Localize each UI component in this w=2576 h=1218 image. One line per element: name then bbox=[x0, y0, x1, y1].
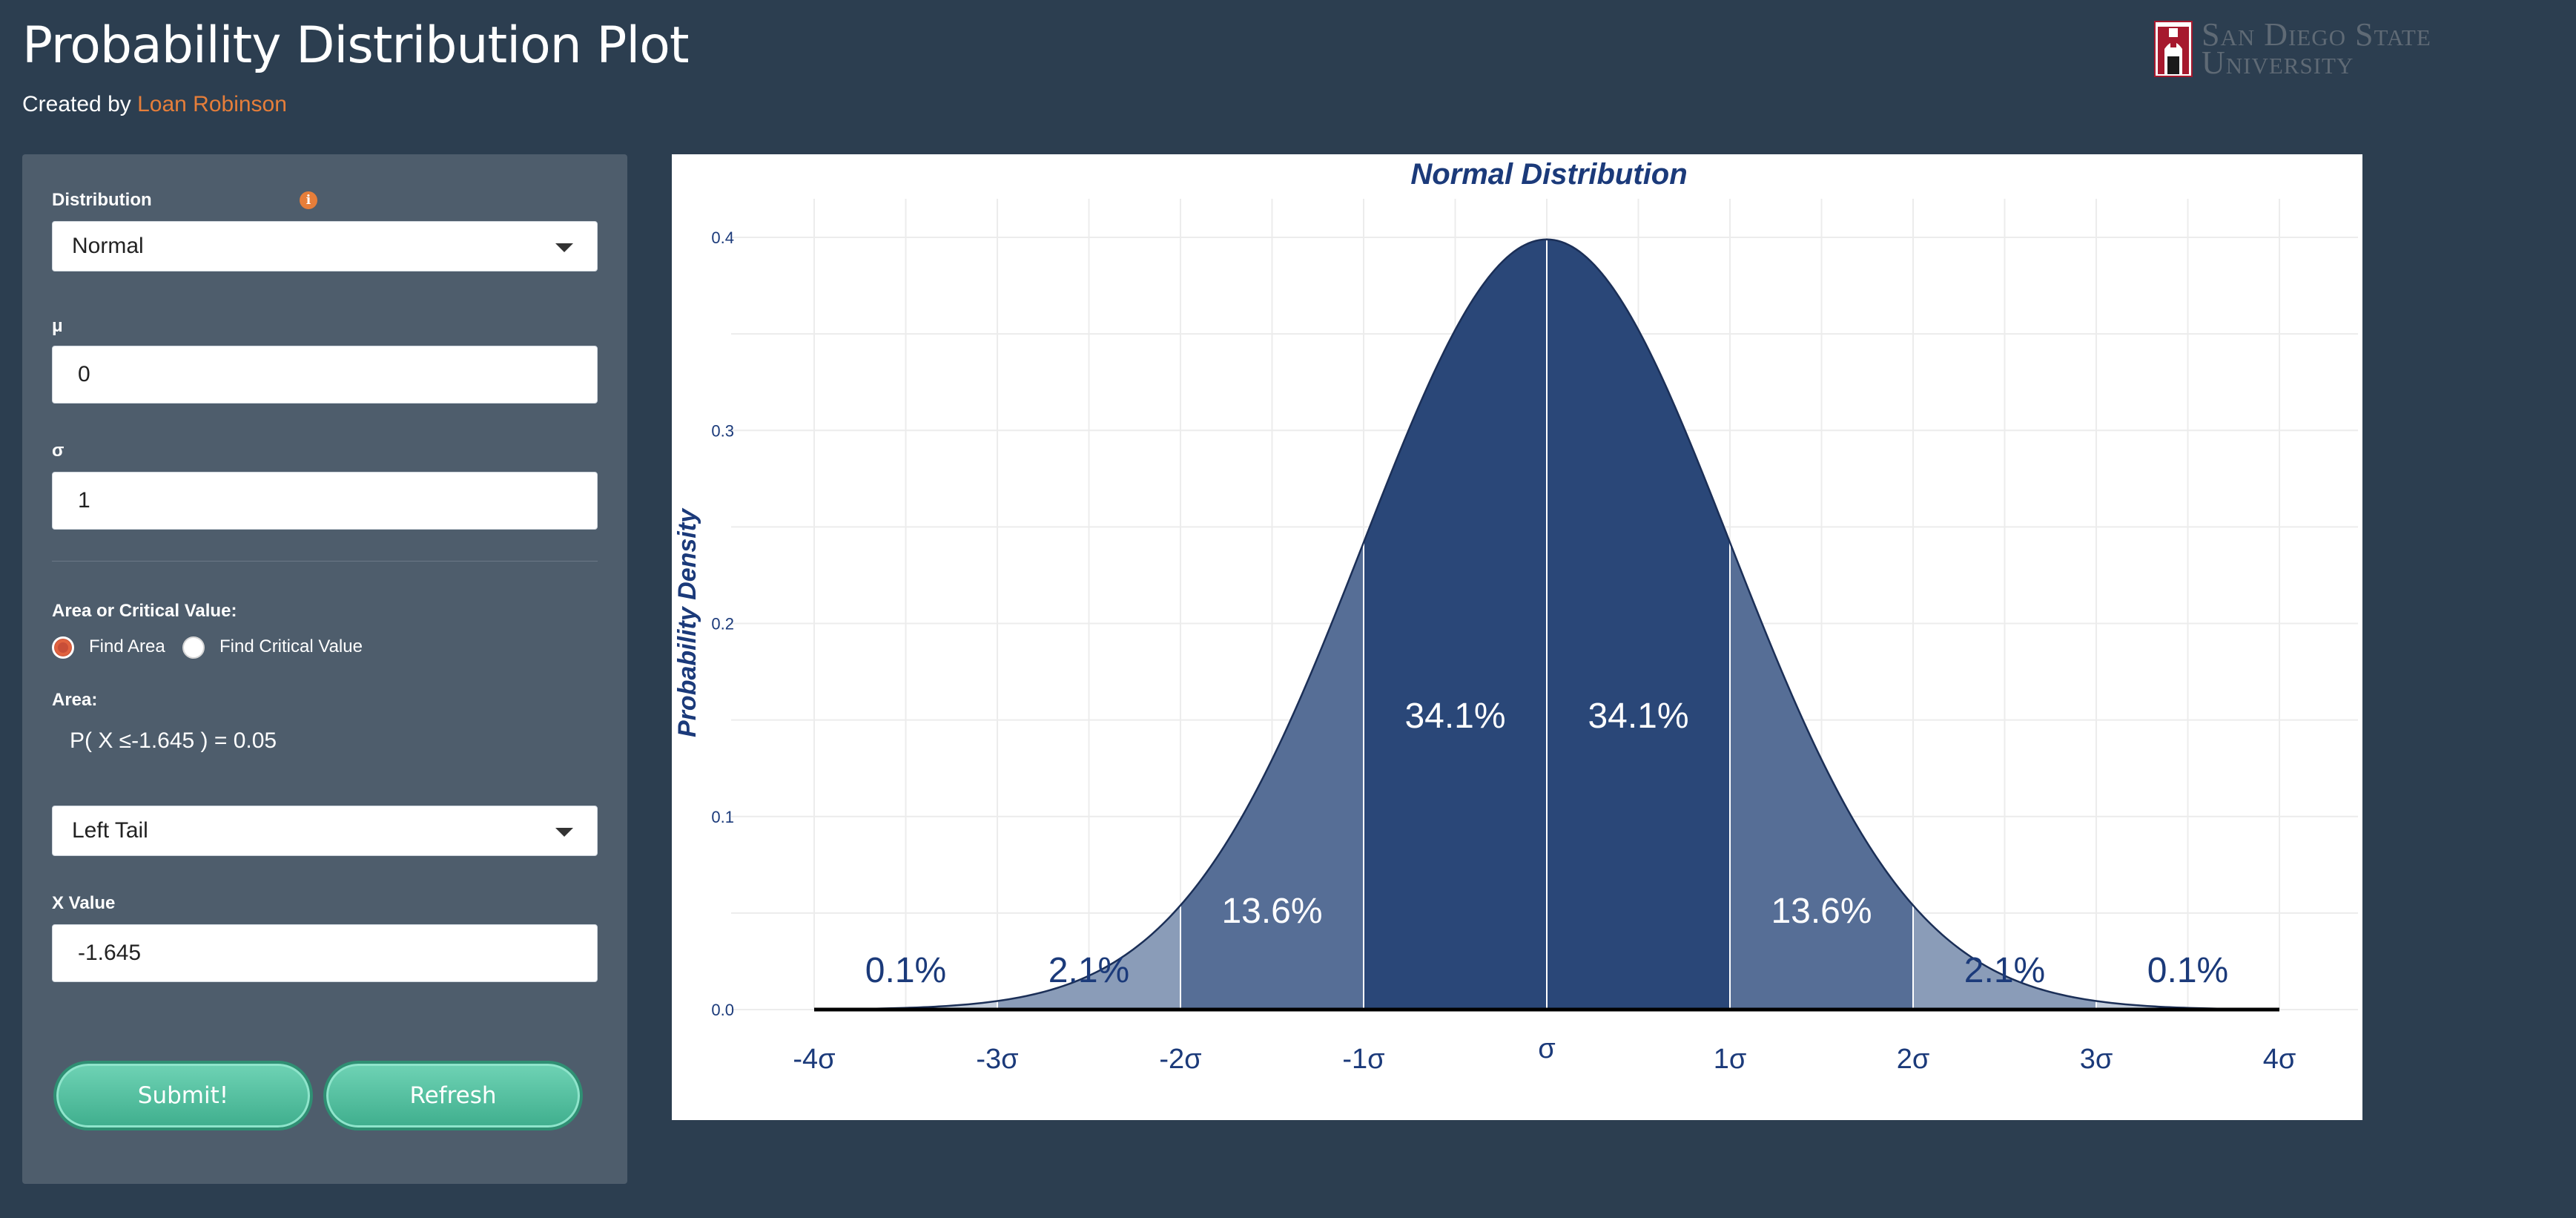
area-region bbox=[1913, 905, 2096, 1010]
x-tick-label: -4σ bbox=[793, 1044, 835, 1075]
percent-label: 34.1% bbox=[1588, 697, 1688, 736]
mode-label: Area or Critical Value: bbox=[52, 601, 237, 621]
radio-find-critical-value-label[interactable]: Find Critical Value bbox=[219, 636, 363, 656]
tail-select[interactable]: Left Tail bbox=[52, 806, 598, 856]
university-logo: San Diego State University bbox=[2154, 19, 2466, 79]
radio-find-critical-value[interactable] bbox=[182, 636, 205, 659]
app-title: Probability Distribution Plot bbox=[22, 16, 690, 75]
density-curve bbox=[813, 238, 2280, 1010]
radio-find-area-label[interactable]: Find Area bbox=[89, 636, 165, 656]
x-tick-label: 2σ bbox=[1897, 1044, 1930, 1075]
info-icon[interactable]: i bbox=[300, 191, 317, 209]
area-result: P( X ≤-1.645 ) = 0.05 bbox=[70, 728, 277, 753]
refresh-button[interactable]: Refresh bbox=[323, 1061, 583, 1130]
percent-label: 0.1% bbox=[865, 951, 946, 990]
percent-label: 13.6% bbox=[1221, 892, 1322, 931]
area-label: Area: bbox=[52, 690, 98, 710]
percent-label: 34.1% bbox=[1404, 697, 1505, 736]
percent-label: 2.1% bbox=[1048, 951, 1129, 990]
distribution-select-value: Normal bbox=[72, 234, 144, 258]
percent-label: 13.6% bbox=[1771, 892, 1872, 931]
x-tick-label: -1σ bbox=[1342, 1044, 1384, 1075]
distribution-plot: 0.1% 2.1% 13.6% 34.1% 34.1% 13.6% 2.1% 0.1% 0.0 0… bbox=[672, 154, 2362, 1120]
y-axis-label: Probability Density bbox=[673, 507, 701, 737]
distribution-select[interactable]: Normal bbox=[52, 221, 598, 271]
tail-select-value: Left Tail bbox=[72, 818, 148, 843]
distribution-label: Distribution bbox=[52, 190, 152, 210]
x-tick-label: -2σ bbox=[1159, 1044, 1201, 1075]
chart-title: Normal Distribution bbox=[1410, 158, 1687, 191]
x-tick-label: -3σ bbox=[976, 1044, 1018, 1075]
byline-prefix: Created by bbox=[22, 92, 131, 116]
x-tick-label: 3σ bbox=[2080, 1044, 2113, 1075]
x-tick-label: σ bbox=[1538, 1033, 1555, 1064]
mu-label: μ bbox=[52, 316, 63, 336]
area-region bbox=[2096, 1001, 2279, 1010]
sigma-input[interactable]: 1 bbox=[52, 472, 598, 530]
university-name-line1: San Diego State bbox=[2202, 16, 2431, 53]
x-tick-label: 4σ bbox=[2263, 1044, 2296, 1075]
mu-input[interactable]: 0 bbox=[52, 346, 598, 404]
area-region bbox=[1547, 239, 1730, 1010]
university-name: San Diego State University bbox=[2202, 16, 2431, 81]
y-tick-label: 0.2 bbox=[711, 615, 734, 633]
university-crest-icon bbox=[2154, 21, 2193, 77]
x-value-label: X Value bbox=[52, 893, 116, 913]
percent-label: 2.1% bbox=[1964, 951, 2045, 990]
x-value-input[interactable]: -1.645 bbox=[52, 924, 598, 982]
area-region bbox=[997, 905, 1180, 1010]
percent-label: 0.1% bbox=[2147, 951, 2228, 990]
y-tick-label: 0.4 bbox=[711, 228, 734, 247]
x-tick-label: 1σ bbox=[1714, 1044, 1747, 1075]
author-link[interactable]: Loan Robinson bbox=[137, 92, 287, 116]
y-tick-label: 0.3 bbox=[711, 421, 734, 440]
area-region bbox=[814, 1001, 997, 1010]
y-tick-label: 0.0 bbox=[711, 1001, 734, 1019]
normal-distribution-chart: 0.1% 2.1% 13.6% 34.1% 34.1% 13.6% 2.1% 0.1% 0.0 0… bbox=[673, 158, 2358, 1075]
divider bbox=[52, 561, 598, 562]
submit-button[interactable]: Submit! bbox=[53, 1061, 313, 1130]
sigma-label: σ bbox=[52, 441, 65, 461]
area-region bbox=[1364, 239, 1547, 1010]
university-name-line2: University bbox=[2202, 45, 2354, 81]
byline: Created by Loan Robinson bbox=[22, 92, 287, 117]
radio-find-area[interactable] bbox=[52, 636, 74, 659]
sidebar-panel: Distribution i Normal μ 0 σ 1 Area or Cr… bbox=[22, 154, 627, 1184]
y-tick-label: 0.1 bbox=[711, 808, 734, 826]
chevron-down-icon bbox=[555, 828, 573, 837]
chevron-down-icon bbox=[555, 243, 573, 252]
